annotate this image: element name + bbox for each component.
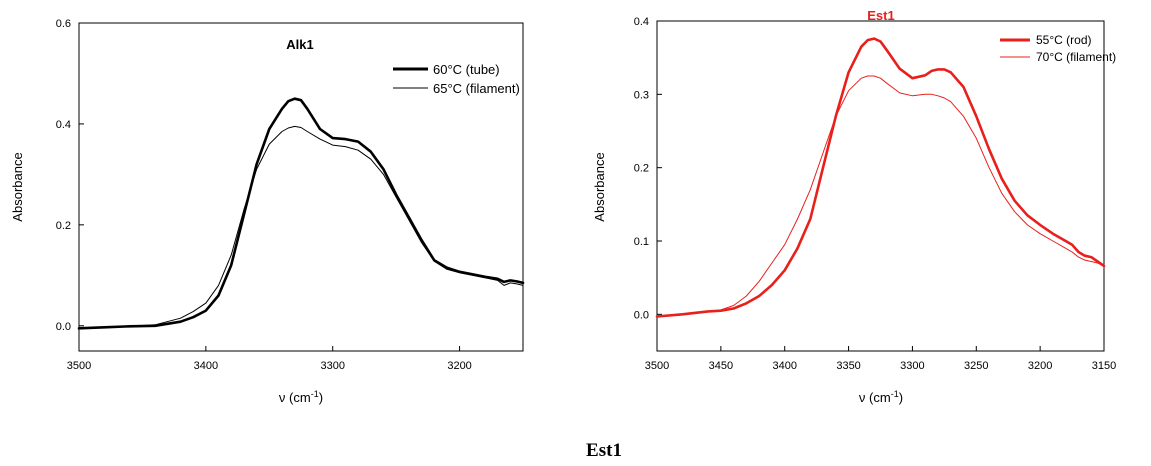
x-tick-label: 3150: [1092, 360, 1116, 372]
series-lines: [655, 37, 1106, 318]
x-axis-label-sup: -1: [891, 389, 899, 399]
plot-frame: [656, 20, 1105, 352]
x-tick-label: 3450: [709, 360, 733, 372]
x-tick-label: 3250: [964, 360, 988, 372]
legend: 60°C (tube) 65°C (filament): [393, 62, 520, 96]
chart-title: Alk1: [286, 37, 313, 52]
figure-caption: Est1: [586, 440, 622, 461]
y-tick-label: 0.1: [634, 236, 649, 248]
x-tick-label: 3300: [320, 360, 344, 372]
chart-est1: 0.0 0.1 0.2 0.3 0.4 3500 3450 3400 3350 3300 3250…: [592, 8, 1116, 405]
x-tick-label: 3200: [1028, 360, 1052, 372]
x-tick-label: 3500: [67, 360, 91, 372]
y-axis-label: Absorbance: [592, 152, 607, 221]
y-tick-label: 0.0: [56, 321, 71, 333]
legend: 55°C (rod) 70°C (filament): [1000, 33, 1116, 64]
x-axis-label: ν (cm-1): [279, 389, 323, 405]
series-line-1: [655, 37, 1106, 318]
series-lines: [77, 97, 525, 330]
x-ticks: 3500 3400 3300 3200: [67, 346, 472, 372]
x-axis-label-end: ): [319, 390, 323, 405]
x-tick-label: 3500: [645, 360, 669, 372]
y-tick-label: 0.0: [634, 309, 649, 321]
legend-label-60c: 60°C (tube): [433, 62, 500, 77]
x-axis-label-main: ν (cm: [859, 390, 891, 405]
x-axis-label-main: ν (cm: [279, 390, 311, 405]
series-line-2: [78, 125, 524, 329]
x-ticks: 3500 3450 3400 3350 3300 3250 3200 3150: [645, 346, 1116, 372]
y-tick-label: 0.4: [634, 16, 649, 28]
x-tick-label: 3300: [900, 360, 924, 372]
y-tick-label: 0.3: [634, 89, 649, 101]
y-tick-label: 0.6: [56, 18, 71, 30]
plot-frame: [78, 22, 524, 352]
y-tick-label: 0.2: [56, 220, 71, 232]
series-line-1: [77, 97, 525, 330]
x-tick-label: 3400: [194, 360, 218, 372]
legend-label-55c: 55°C (rod): [1036, 33, 1091, 47]
y-ticks: 0.0 0.2 0.4 0.6: [56, 18, 84, 333]
x-axis-label: ν (cm-1): [859, 389, 903, 405]
x-tick-label: 3400: [772, 360, 796, 372]
chart-title: Est1: [867, 8, 894, 23]
x-axis-label-end: ): [899, 390, 903, 405]
chart-alk1: 0.0 0.2 0.4 0.6 3500 3400 3300 3200 Alk1 Absor…: [10, 18, 525, 405]
x-tick-label: 3200: [447, 360, 471, 372]
y-axis-label: Absorbance: [10, 152, 25, 221]
x-tick-label: 3350: [836, 360, 860, 372]
y-tick-label: 0.4: [56, 119, 71, 131]
x-axis-label-sup: -1: [311, 389, 319, 399]
legend-label-70c: 70°C (filament): [1036, 50, 1116, 64]
series-line-2: [656, 75, 1105, 317]
y-ticks: 0.0 0.1 0.2 0.3 0.4: [634, 16, 662, 321]
legend-label-65c: 65°C (filament): [433, 81, 520, 96]
y-tick-label: 0.2: [634, 163, 649, 175]
